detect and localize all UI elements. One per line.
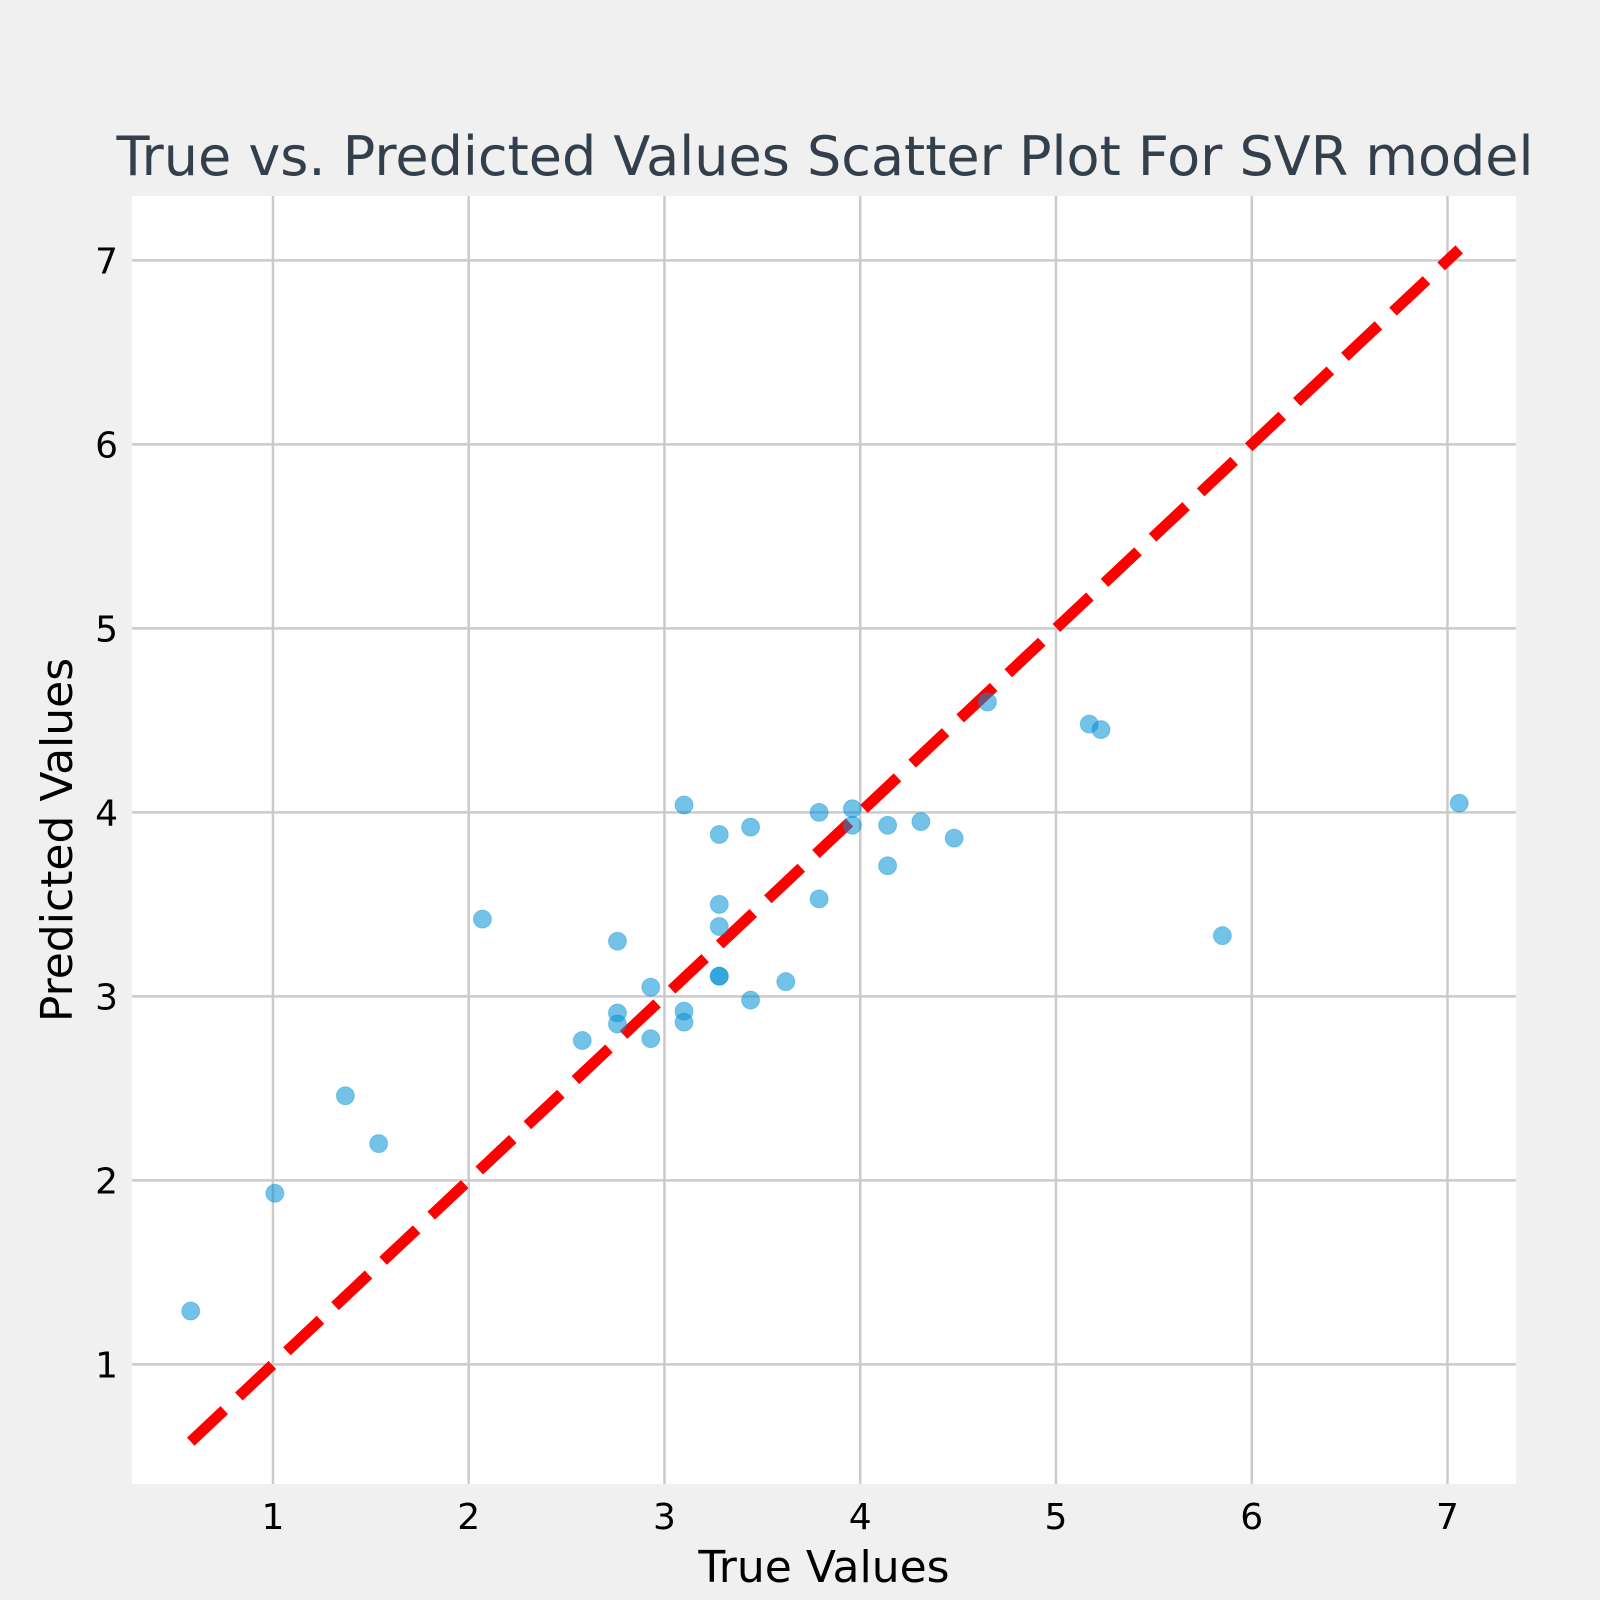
data-point [709,916,729,936]
data-point [1212,926,1232,946]
data-point [181,1301,201,1321]
data-point [607,1014,627,1034]
y-tick-label: 7 [95,241,118,282]
y-tick-label: 6 [95,425,118,466]
x-tick-label: 6 [1240,1497,1263,1538]
data-point [1449,793,1469,813]
y-tick-label: 5 [95,609,118,650]
data-point [265,1183,285,1203]
data-point [741,817,761,837]
x-tick-label: 1 [261,1497,284,1538]
data-point [335,1086,355,1106]
y-tick-label: 1 [95,1345,118,1386]
data-point [911,812,931,832]
reference-line-layer [186,245,1463,1446]
tick-labels: 1 2 3 4 5 6 7 1 2 3 4 5 6 7 [95,241,1459,1538]
x-tick-label: 4 [849,1497,872,1538]
data-point [674,1012,694,1032]
reference-line [186,245,1463,1446]
data-point [709,894,729,914]
data-point [369,1134,389,1154]
data-point [709,966,729,986]
x-tick-label: 5 [1045,1497,1068,1538]
data-point [1091,720,1111,740]
data-point [641,1029,661,1049]
data-point [709,824,729,844]
data-point [977,692,997,712]
data-point [842,815,862,835]
y-tick-label: 4 [95,793,118,834]
chart-title: True vs. Predicted Values Scatter Plot F… [115,125,1533,188]
data-point [878,856,898,876]
data-point [809,889,829,909]
data-point [776,972,796,992]
data-point [674,795,694,815]
data-point [607,931,627,951]
x-axis-label: True Values [697,1542,949,1593]
data-points [181,692,1469,1321]
data-point [741,990,761,1010]
x-tick-label: 3 [653,1497,676,1538]
data-point [878,815,898,835]
y-axis-label: Predicted Values [32,658,83,1022]
y-tick-label: 2 [95,1161,118,1202]
x-tick-label: 7 [1436,1497,1459,1538]
data-point [944,828,964,848]
data-point [809,802,829,822]
y-tick-label: 3 [95,977,118,1018]
data-point [641,977,661,997]
data-point [842,799,862,819]
data-point [472,909,492,929]
data-point [572,1031,592,1051]
x-tick-label: 2 [457,1497,480,1538]
